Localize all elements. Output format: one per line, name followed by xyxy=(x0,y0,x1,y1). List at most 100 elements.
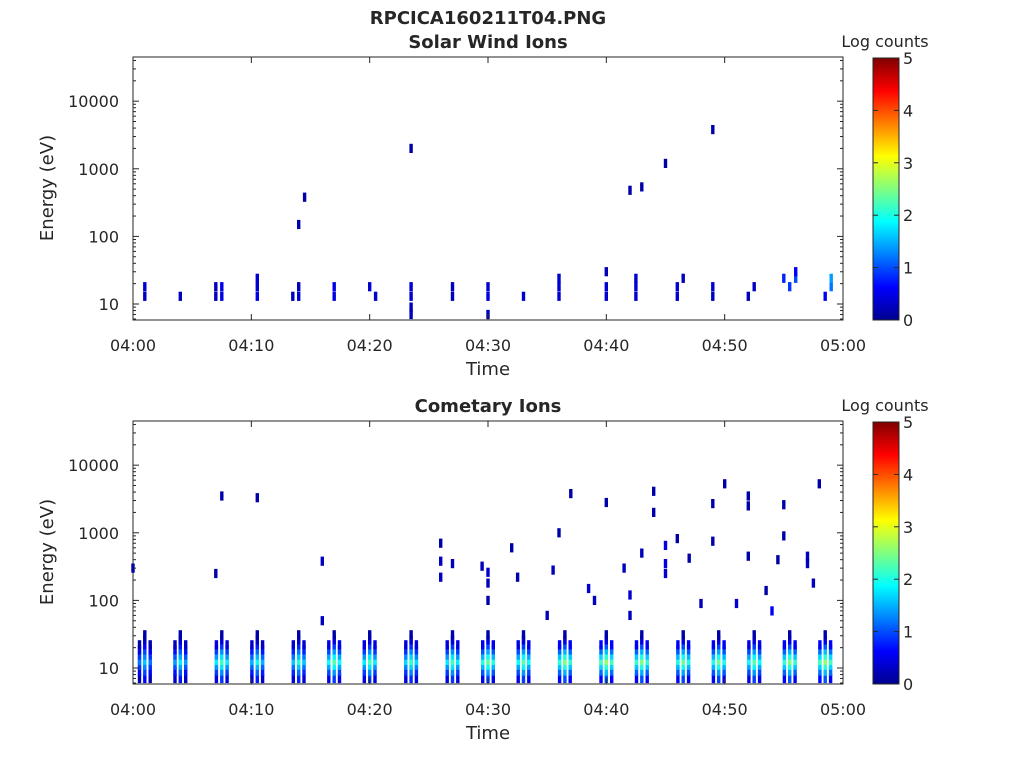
cometary-data-cell xyxy=(404,666,408,676)
solar-wind-x-tick-label: 04:20 xyxy=(347,336,393,355)
cometary-data-cell xyxy=(260,666,265,676)
cometary-data-cell xyxy=(173,655,177,665)
cometary-data-cell xyxy=(373,660,377,670)
cometary-data-cell xyxy=(604,655,608,665)
cometary-data-cell xyxy=(782,655,787,665)
cometary-data-cell xyxy=(686,650,691,660)
cometary-data-cell xyxy=(491,673,495,684)
cometary-data-cell xyxy=(220,650,224,660)
cometary-data-cell xyxy=(148,660,152,670)
cometary-data-cell xyxy=(409,673,413,684)
solar-wind-data-cell xyxy=(746,291,750,301)
cometary-data-cell xyxy=(722,666,726,676)
solar-wind-data-cell xyxy=(302,192,307,202)
cometary-y-tick-label: 10 xyxy=(99,659,119,678)
cometary-data-cell xyxy=(137,660,142,670)
cometary-data-cell xyxy=(491,640,495,650)
cometary-data-cell xyxy=(604,645,608,655)
cometary-data-cell xyxy=(373,640,377,650)
cometary-data-cell xyxy=(823,650,827,660)
solar-wind-data-cell xyxy=(143,291,147,301)
cometary-colorbar-tick-label: 1 xyxy=(903,623,913,642)
cometary-data-cell xyxy=(178,666,182,676)
cometary-data-cell xyxy=(327,640,331,650)
cometary-x-ticks: 04:00 04:10 04:20 04:30 04:40 04:50 05:00 xyxy=(110,421,866,719)
cometary-data-cell xyxy=(480,561,484,571)
cometary-data-cell xyxy=(599,666,603,676)
cometary-data-cell xyxy=(828,650,833,660)
solar-wind-x-tick-label: 04:00 xyxy=(110,336,156,355)
cometary-data-cell xyxy=(297,650,301,660)
cometary-data-cell xyxy=(722,645,726,655)
solar-wind-data-cell xyxy=(634,282,638,292)
cometary-data-cell xyxy=(332,660,336,670)
cometary-data-cell xyxy=(255,655,259,665)
cometary-data-cell xyxy=(782,531,786,541)
cometary-data-cell xyxy=(521,630,526,640)
cometary-data-cell xyxy=(337,655,342,665)
cometary-data-cell xyxy=(302,645,306,655)
cometary-data-cell xyxy=(793,650,797,660)
cometary-data-cell xyxy=(255,640,259,650)
cometary-data-cell xyxy=(184,673,188,684)
cometary-data-cell xyxy=(173,640,177,650)
solar-wind-data-cell xyxy=(297,219,301,230)
cometary-data-cell xyxy=(634,660,639,670)
cometary-data-cell xyxy=(225,650,229,660)
solar-wind-data-cell xyxy=(711,125,715,135)
cometary-data-cell xyxy=(764,585,768,596)
cometary-data-cell xyxy=(568,660,572,670)
solar-wind-data-cell xyxy=(332,282,336,292)
solar-wind-data-cell xyxy=(486,291,490,301)
cometary-data-cell xyxy=(214,640,219,650)
cometary-data-cell xyxy=(563,645,567,655)
cometary-data-cell xyxy=(450,673,455,684)
cometary-data-cell xyxy=(782,660,787,670)
cometary-data-cell xyxy=(805,559,810,569)
solar-wind-data-cell xyxy=(214,282,218,292)
cometary-data-cell xyxy=(586,583,591,594)
cometary-data-cell xyxy=(752,650,756,660)
cometary-data-cell xyxy=(681,655,685,665)
cometary-data-cell xyxy=(747,655,751,665)
cometary-data-cell xyxy=(220,673,224,684)
cometary-data-cell xyxy=(255,645,259,655)
cometary-data-cell xyxy=(220,491,224,501)
cometary-data-cell xyxy=(225,660,229,670)
cometary-data-cell xyxy=(373,645,377,655)
cometary-data-cell xyxy=(297,640,301,650)
cometary-data-cell xyxy=(557,666,562,676)
cometary-data-cell xyxy=(250,645,254,655)
cometary-data-cell xyxy=(404,650,408,660)
solar-wind-data-cell xyxy=(178,291,182,301)
cometary-data-cell xyxy=(148,650,152,660)
cometary-colorbar xyxy=(872,421,900,685)
solar-wind-x-tick-label: 04:40 xyxy=(583,336,629,355)
cometary-title: Cometary Ions xyxy=(415,396,562,417)
cometary-data-cell xyxy=(687,553,691,563)
cometary-data-cell xyxy=(640,666,644,676)
cometary-data-cell xyxy=(409,640,413,650)
cometary-data-cell xyxy=(599,660,603,670)
cometary-data-cell xyxy=(521,645,526,655)
cometary-data-cell xyxy=(456,673,460,684)
cometary-data-cell xyxy=(260,640,265,650)
cometary-data-cell xyxy=(788,630,792,640)
cometary-x-tick-label: 04:00 xyxy=(110,700,156,719)
cometary-data-cell xyxy=(368,635,372,645)
solar-wind-data-cell xyxy=(752,282,756,292)
cometary-data-cell xyxy=(604,650,608,660)
cometary-data-cell xyxy=(681,640,685,650)
cometary-data-cell xyxy=(563,630,567,640)
cometary-data-cell xyxy=(297,630,301,640)
cometary-data-cell xyxy=(634,666,639,676)
cometary-data-cell xyxy=(332,655,336,665)
cometary-data-cell xyxy=(782,640,787,650)
cometary-data-cell xyxy=(143,650,147,660)
cometary-x-tick-label: 05:00 xyxy=(820,700,866,719)
solar-wind-data-cell xyxy=(409,291,413,301)
cometary-data-cell xyxy=(260,660,265,670)
solar-wind-data-cell xyxy=(604,291,608,301)
cometary-x-tick-label: 04:30 xyxy=(465,700,511,719)
